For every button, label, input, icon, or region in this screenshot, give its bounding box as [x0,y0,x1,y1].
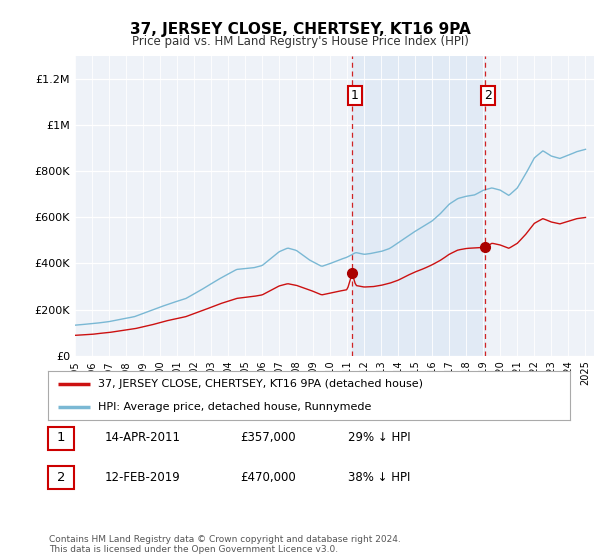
Text: 38% ↓ HPI: 38% ↓ HPI [348,470,410,484]
Text: 1: 1 [57,431,65,445]
Text: 37, JERSEY CLOSE, CHERTSEY, KT16 9PA: 37, JERSEY CLOSE, CHERTSEY, KT16 9PA [130,22,470,38]
Text: 2: 2 [57,470,65,484]
Text: 29% ↓ HPI: 29% ↓ HPI [348,431,410,445]
Text: HPI: Average price, detached house, Runnymede: HPI: Average price, detached house, Runn… [98,402,371,412]
Text: £470,000: £470,000 [240,470,296,484]
Text: Contains HM Land Registry data © Crown copyright and database right 2024.
This d: Contains HM Land Registry data © Crown c… [49,535,401,554]
Text: £357,000: £357,000 [240,431,296,445]
Bar [352,56,485,356]
Text: Price paid vs. HM Land Registry's House Price Index (HPI): Price paid vs. HM Land Registry's House … [131,35,469,48]
Text: 12-FEB-2019: 12-FEB-2019 [105,470,181,484]
Text: 2: 2 [484,88,492,102]
Text: 14-APR-2011: 14-APR-2011 [105,431,181,445]
Text: 37, JERSEY CLOSE, CHERTSEY, KT16 9PA (detached house): 37, JERSEY CLOSE, CHERTSEY, KT16 9PA (de… [98,379,422,389]
Text: 1: 1 [351,88,359,102]
